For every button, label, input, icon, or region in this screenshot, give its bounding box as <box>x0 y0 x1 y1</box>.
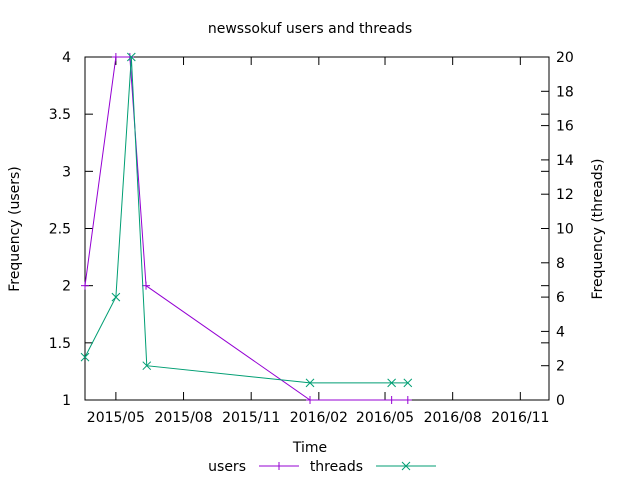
y-tick-label: 1.5 <box>49 336 71 352</box>
y2-tick-label: 0 <box>556 393 565 409</box>
x-tick-label: 2016/08 <box>424 410 482 426</box>
point-marker <box>305 378 315 388</box>
y2-tick-label: 8 <box>556 256 565 272</box>
series-users <box>81 53 412 404</box>
x-axis-label: Time <box>292 440 327 456</box>
point-marker <box>111 292 121 302</box>
legend-label-users: users <box>208 459 246 475</box>
y2-tick-label: 6 <box>556 290 565 306</box>
y-axis-label: Frequency (users) <box>7 166 23 292</box>
legend-marker-users <box>275 462 283 470</box>
point-marker <box>401 461 411 471</box>
y2-tick-label: 4 <box>556 324 565 340</box>
x-tick-label: 2015/05 <box>87 410 145 426</box>
y2-tick-label: 16 <box>556 119 574 135</box>
y-tick-label: 4 <box>62 50 71 66</box>
y2-tick-label: 12 <box>556 187 574 203</box>
y2-tick-label: 20 <box>556 50 574 66</box>
y-tick-label: 3.5 <box>49 107 71 123</box>
y-tick-label: 1 <box>62 393 71 409</box>
y-axis-ticks: 1 1.5 2 2.5 3 3.5 4 <box>49 50 549 409</box>
y2-tick-label: 2 <box>556 359 565 375</box>
point-marker <box>142 361 152 371</box>
y-tick-label: 2 <box>62 279 71 295</box>
y2-axis-ticks: 0 2 4 6 8 10 12 14 16 18 20 <box>541 50 574 409</box>
x-axis-ticks: 2015/05 2015/08 2015/11 2016/02 2016/05 2016/… <box>87 57 549 426</box>
y2-tick-label: 10 <box>556 222 574 238</box>
x-tick-label: 2016/05 <box>356 410 414 426</box>
point-marker <box>387 378 396 388</box>
y-tick-label: 3 <box>62 164 71 180</box>
x-tick-label: 2016/02 <box>290 410 348 426</box>
y2-axis-label: Frequency (threads) <box>590 159 606 300</box>
legend-label-threads: threads <box>310 459 363 475</box>
y-tick-label: 2.5 <box>49 222 71 238</box>
plot-frame <box>84 56 550 401</box>
point-marker <box>80 352 90 362</box>
x-tick-label: 2016/11 <box>491 410 549 426</box>
legend: users threads <box>208 459 436 475</box>
x-tick-label: 2015/08 <box>154 410 212 426</box>
series-line-threads <box>84 56 408 384</box>
chart-title: newssokuf users and threads <box>208 21 412 37</box>
point-marker <box>126 52 136 62</box>
y2-tick-label: 18 <box>556 84 574 100</box>
x-tick-label: 2015/11 <box>222 410 280 426</box>
point-marker <box>403 378 413 388</box>
series-layer <box>80 52 413 404</box>
legend-marker-threads <box>401 461 411 471</box>
y2-tick-label: 14 <box>556 153 574 169</box>
series-threads <box>80 52 413 388</box>
